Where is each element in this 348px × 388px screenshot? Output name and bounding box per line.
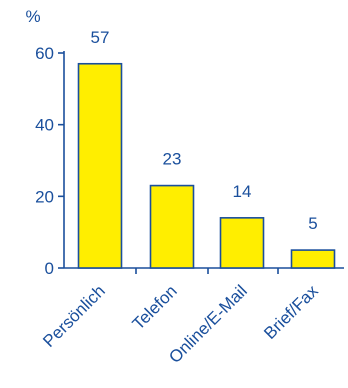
y-tick-label: 0 — [45, 259, 54, 278]
x-tick-label: Persönlich — [39, 281, 109, 351]
chart-bars — [77, 62, 336, 269]
x-tick-label: Telefon — [129, 281, 181, 333]
bar — [149, 184, 195, 269]
bar — [290, 249, 336, 269]
y-tick-label: 20 — [35, 187, 54, 206]
data-label: 23 — [163, 150, 182, 169]
data-label: 14 — [233, 182, 252, 201]
y-tick-label: 60 — [35, 44, 54, 63]
y-axis-label: % — [25, 7, 40, 26]
x-tick-label: Brief/Fax — [260, 281, 322, 343]
y-tick-label: 40 — [35, 116, 54, 135]
bar — [219, 217, 265, 269]
data-label: 57 — [91, 28, 110, 47]
bar — [77, 62, 123, 269]
data-label: 5 — [308, 214, 317, 233]
